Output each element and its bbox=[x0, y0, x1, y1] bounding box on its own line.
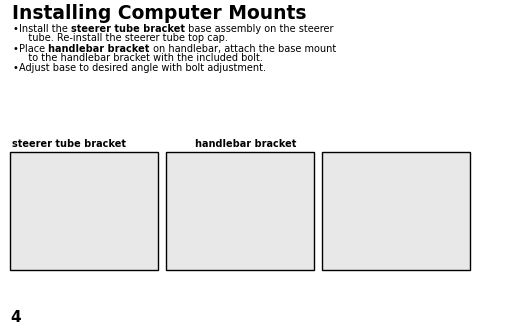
Text: Place: Place bbox=[19, 44, 48, 54]
Text: handlebar bracket: handlebar bracket bbox=[195, 139, 296, 149]
Bar bbox=[166, 152, 314, 270]
Text: to the handlebar bracket with the included bolt.: to the handlebar bracket with the includ… bbox=[19, 53, 263, 63]
Text: steerer tube bracket: steerer tube bracket bbox=[71, 24, 185, 34]
Text: •: • bbox=[12, 24, 18, 34]
Text: steerer tube bracket: steerer tube bracket bbox=[12, 139, 126, 149]
Text: Install the: Install the bbox=[19, 24, 71, 34]
Bar bbox=[322, 152, 470, 270]
Text: •: • bbox=[12, 63, 18, 73]
Bar bbox=[10, 152, 158, 270]
Text: 4: 4 bbox=[10, 310, 20, 325]
Text: handlebar bracket: handlebar bracket bbox=[48, 44, 150, 54]
Text: Installing Computer Mounts: Installing Computer Mounts bbox=[12, 4, 307, 23]
Text: tube. Re-install the steerer tube top cap.: tube. Re-install the steerer tube top ca… bbox=[19, 33, 228, 43]
Text: base assembly on the steerer: base assembly on the steerer bbox=[185, 24, 333, 34]
Text: Adjust base to desired angle with bolt adjustment.: Adjust base to desired angle with bolt a… bbox=[19, 63, 266, 73]
Text: •: • bbox=[12, 44, 18, 54]
Text: on handlebar, attach the base mount: on handlebar, attach the base mount bbox=[150, 44, 336, 54]
